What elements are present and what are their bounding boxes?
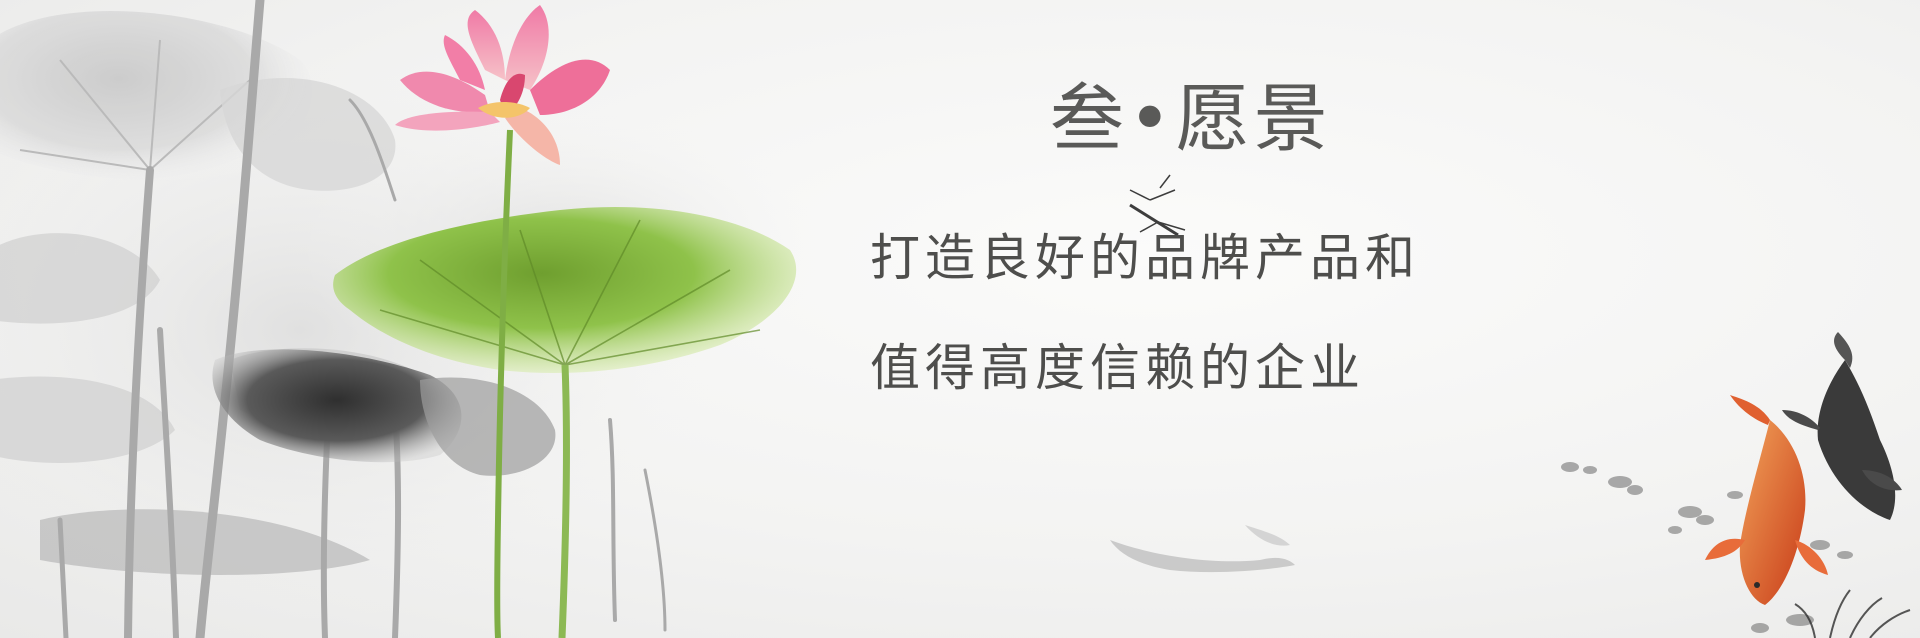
dragonfly — [1129, 174, 1186, 237]
koi-fish — [1705, 332, 1902, 605]
grey-fish — [1110, 525, 1295, 573]
vision-line-1: 打造良好的品牌产品和 — [870, 229, 1420, 287]
green-lotus-leaf — [333, 206, 797, 373]
dark-ink-leaf — [212, 349, 556, 476]
vision-heading: 叁•愿景 — [1050, 76, 1332, 162]
ink-grass — [1794, 589, 1911, 638]
pink-lotus — [395, 5, 610, 638]
vision-line-2: 值得高度信赖的企业 — [870, 339, 1365, 397]
